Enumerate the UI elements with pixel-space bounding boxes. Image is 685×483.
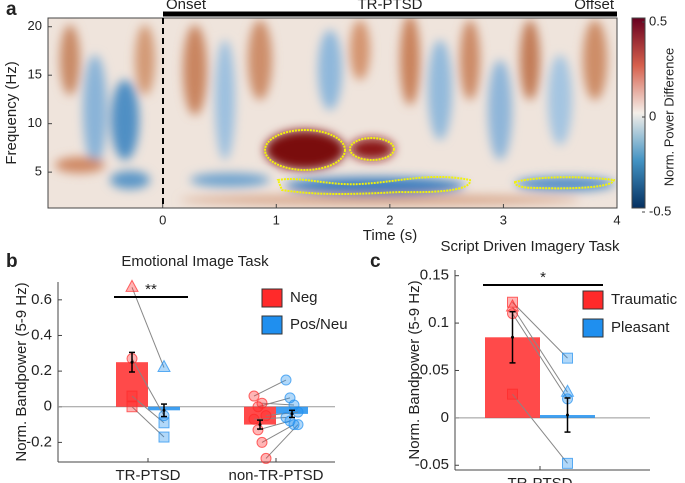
subject-point: [507, 296, 518, 308]
mean-dot: [290, 412, 294, 416]
x-tick-label: 2: [386, 212, 393, 227]
x-tick-label: 1: [273, 212, 280, 227]
panel-label: a: [6, 0, 17, 20]
mean-dot: [511, 335, 514, 339]
legend-label: Traumatic: [611, 291, 678, 308]
y-tick-label: 15: [28, 67, 42, 82]
subject-point: [252, 424, 264, 436]
chart-title: Emotional Image Task: [121, 253, 269, 270]
subject-point: [248, 390, 260, 402]
colorbar-label: Norm. Power Difference: [661, 48, 676, 186]
y-tick-label: 0: [44, 398, 52, 415]
subject-point: [158, 417, 170, 429]
y-tick-label: 10: [28, 115, 42, 130]
onset-label: Onset: [166, 0, 207, 13]
mean-dot: [130, 360, 134, 364]
offset-label: Offset: [574, 0, 615, 13]
subject-point: [288, 419, 300, 431]
subject-point: [158, 431, 170, 443]
subject-point: [560, 384, 575, 397]
subject-point: [280, 374, 292, 386]
subject-point: [292, 419, 304, 431]
y-axis-label: Norm. Bandpower (5-9 Hz): [406, 280, 423, 459]
y-tick-label: 5: [35, 164, 42, 179]
subject-link: [257, 397, 291, 408]
legend-swatch: [261, 315, 283, 335]
x-tick-label: 3: [500, 212, 507, 227]
subject-link: [512, 393, 568, 464]
y-axis-label: Frequency (Hz): [3, 61, 20, 164]
subject-point: [248, 413, 260, 425]
panel-label: b: [6, 251, 18, 272]
subject-link: [131, 358, 165, 416]
subject-point: [292, 406, 304, 418]
subject-point: [256, 397, 268, 409]
subject-point: [256, 436, 268, 448]
y-tick-label: -0.05: [415, 456, 449, 473]
subject-link: [131, 287, 165, 368]
x-axis-label: Time (s): [363, 227, 417, 244]
colorbar-tick-label: 0.5: [649, 13, 667, 28]
mean-dot: [162, 408, 166, 412]
legend-label: Pos/Neu: [290, 316, 348, 333]
y-tick-label: 0.2: [31, 362, 52, 379]
subject-link: [512, 306, 568, 393]
subject-point: [507, 388, 518, 400]
significance-label: *: [540, 269, 546, 286]
y-tick-label: 0.4: [31, 326, 52, 343]
legend-label: Neg: [290, 289, 318, 306]
y-tick-label: 0.05: [420, 361, 449, 378]
significance-label: **: [145, 281, 157, 298]
subject-point: [260, 410, 272, 422]
mean-dot: [258, 423, 262, 427]
subject-point: [260, 452, 272, 464]
mean-dot: [566, 413, 569, 417]
x-tick-label: non-TR-PTSD: [228, 467, 323, 483]
panel-label: c: [370, 251, 381, 272]
y-tick-label: 0.15: [420, 267, 449, 284]
x-tick-label: TR-PTSD: [508, 475, 573, 483]
y-tick-label: 20: [28, 18, 42, 33]
legend-swatch: [582, 318, 604, 338]
subject-link: [265, 424, 299, 459]
y-tick-label: 0: [441, 409, 449, 426]
legend-swatch: [261, 288, 283, 308]
legend-label: Pleasant: [611, 319, 670, 336]
subject-point: [562, 457, 573, 469]
y-tick-label: -0.2: [26, 433, 52, 450]
condition-label: TR-PTSD: [358, 0, 423, 13]
colorbar-tick-label: -0.5: [649, 203, 671, 218]
plot-frame: [47, 17, 618, 209]
x-tick-label: 0: [159, 212, 166, 227]
y-axis-label: Norm. Bandpower (5-9 Hz): [13, 282, 30, 461]
legend-swatch: [582, 290, 604, 310]
y-tick-label: 0.1: [428, 314, 449, 331]
chart-title: Script Driven Imagery Task: [441, 238, 620, 255]
x-tick-label: 4: [613, 212, 620, 227]
y-tick-label: 0.6: [31, 291, 52, 308]
subject-link: [261, 424, 295, 443]
subject-point: [126, 401, 138, 413]
subject-point: [126, 390, 138, 402]
subject-link: [512, 301, 568, 359]
subject-point: [125, 279, 139, 292]
colorbar-tick-label: 0: [649, 108, 656, 123]
subject-point: [562, 352, 573, 364]
subject-link: [253, 379, 287, 397]
spectrogram: [48, 18, 617, 208]
x-tick-label: TR-PTSD: [116, 467, 181, 483]
subject-point: [157, 359, 171, 373]
colorbar: [631, 17, 646, 209]
subject-link: [512, 313, 568, 400]
